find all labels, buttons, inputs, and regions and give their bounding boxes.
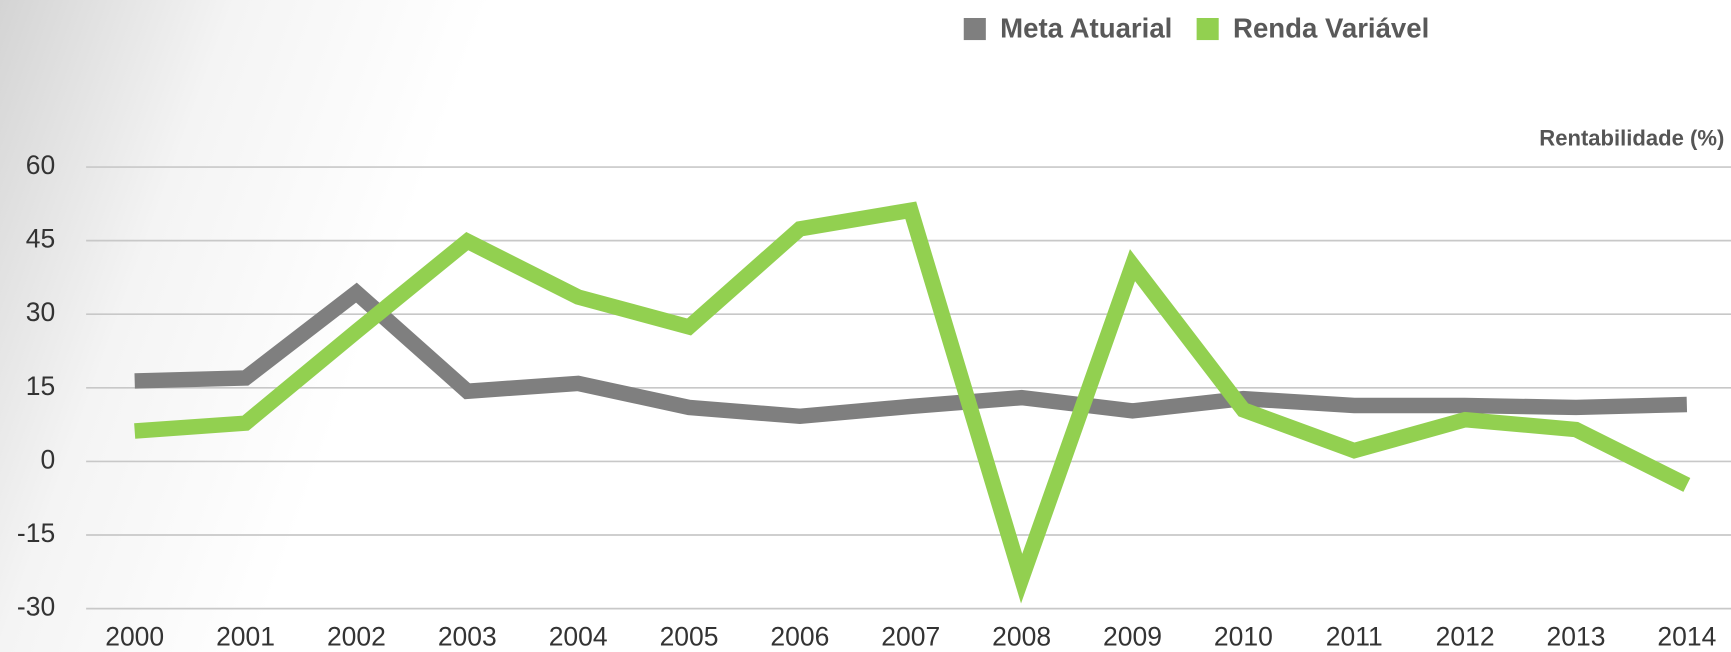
line-series xyxy=(134,282,1688,425)
axis-label: Rentabilidade (%) xyxy=(1539,125,1724,150)
legend-swatch xyxy=(1196,17,1219,41)
y-tick-label: 30 xyxy=(26,297,55,327)
y-tick-label: 15 xyxy=(26,371,55,401)
y-tick-label: -30 xyxy=(17,592,55,622)
x-tick-label: 2008 xyxy=(992,621,1051,651)
y-tick-label: 60 xyxy=(26,150,55,180)
x-tick-label: 2007 xyxy=(881,621,940,651)
x-tick-label: 2000 xyxy=(105,621,164,651)
line-series xyxy=(134,201,1691,604)
legend-label: Meta Atuarial xyxy=(1000,12,1172,43)
x-tick-label: 2002 xyxy=(327,621,386,651)
x-tick-label: 2001 xyxy=(216,621,275,651)
x-tick-label: 2011 xyxy=(1326,621,1383,651)
legend-swatch xyxy=(963,17,986,41)
x-tick-label: 2014 xyxy=(1657,621,1716,651)
x-tick-label: 2004 xyxy=(549,621,608,651)
legend-label: Renda Variável xyxy=(1233,12,1429,43)
y-tick-label: -15 xyxy=(17,518,55,548)
x-tick-label: 2003 xyxy=(438,621,497,651)
x-tick-label: 2013 xyxy=(1547,621,1606,651)
y-tick-label: 45 xyxy=(26,224,55,254)
x-tick-label: 2009 xyxy=(1103,621,1162,651)
x-tick-label: 2010 xyxy=(1214,621,1273,651)
x-tick-label: 2012 xyxy=(1436,621,1495,651)
x-tick-label: 2005 xyxy=(660,621,719,651)
x-tick-label: 2006 xyxy=(770,621,829,651)
y-tick-label: 0 xyxy=(40,444,55,474)
